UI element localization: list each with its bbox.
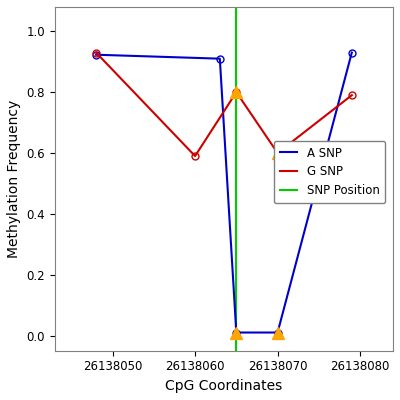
- X-axis label: CpG Coordinates: CpG Coordinates: [165, 379, 282, 393]
- Y-axis label: Methylation Frequency: Methylation Frequency: [7, 100, 21, 258]
- Legend: A SNP, G SNP, SNP Position: A SNP, G SNP, SNP Position: [274, 141, 386, 203]
